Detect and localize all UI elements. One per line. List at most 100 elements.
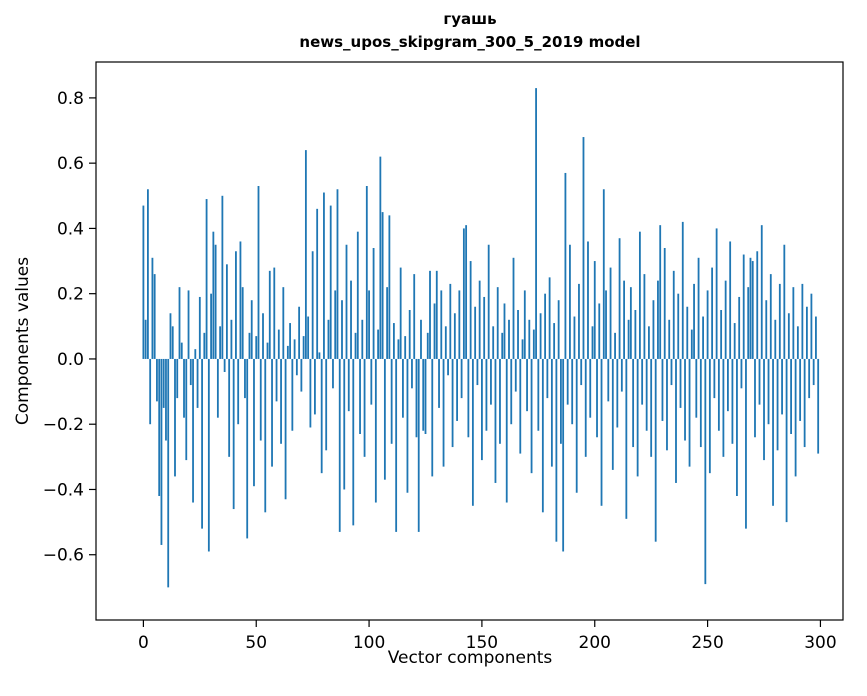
bar [298, 306, 301, 359]
bar [738, 296, 741, 359]
bar [212, 231, 215, 359]
bar [257, 186, 260, 359]
bar [453, 313, 456, 359]
y-tick-label: −0.6 [43, 546, 84, 566]
bar [754, 358, 756, 438]
y-tick-label: 0.0 [57, 350, 84, 370]
bar [273, 267, 276, 359]
bar [713, 358, 716, 399]
bar [742, 254, 745, 359]
bar [429, 270, 431, 359]
y-axis-label: Components values [13, 257, 33, 425]
bar [508, 319, 510, 359]
bar [365, 186, 368, 359]
bar [158, 358, 161, 496]
bar [266, 342, 269, 359]
bar [483, 296, 486, 359]
bar [557, 300, 560, 359]
bar [431, 358, 434, 477]
bar [756, 251, 759, 359]
bar [354, 332, 357, 359]
bar [183, 358, 185, 418]
bar [736, 358, 738, 496]
bar [625, 358, 628, 519]
bar [575, 358, 578, 493]
bar [149, 358, 152, 425]
bar [652, 300, 655, 359]
bar [374, 358, 377, 503]
bar [302, 336, 305, 359]
bar [648, 326, 650, 359]
bar [359, 358, 361, 434]
bar [704, 358, 707, 585]
bar [352, 358, 355, 526]
bar [327, 319, 330, 359]
bar [600, 358, 603, 506]
bar [210, 293, 212, 359]
bar [198, 296, 201, 359]
bar [765, 300, 768, 359]
bar [537, 358, 540, 431]
bar [672, 270, 675, 359]
bar [221, 195, 224, 359]
bar [566, 358, 569, 405]
bar [693, 283, 695, 359]
bar [638, 231, 641, 359]
bar [539, 313, 542, 359]
bar [250, 300, 253, 359]
x-tick-label: 0 [138, 633, 149, 653]
bar [659, 225, 662, 359]
bar [449, 283, 452, 359]
bar [291, 358, 294, 431]
bar [605, 290, 607, 359]
bar [476, 358, 479, 386]
bar [469, 261, 472, 359]
bar [596, 358, 598, 438]
x-tick-label: 50 [245, 633, 267, 653]
bar [593, 261, 596, 359]
bar [763, 358, 765, 461]
bar [350, 280, 352, 359]
bar [323, 192, 325, 359]
bar [555, 358, 558, 542]
bar [187, 290, 190, 359]
bar [808, 358, 811, 399]
bar [535, 88, 537, 359]
bar [280, 358, 282, 444]
y-tick-label: −0.2 [43, 415, 84, 435]
bar [650, 358, 653, 457]
bar [214, 244, 217, 359]
bar [169, 313, 172, 359]
bar [162, 358, 165, 408]
bar [151, 257, 154, 359]
bar [503, 303, 506, 359]
bar [307, 316, 310, 359]
bar [286, 345, 289, 359]
chart-title: гуашь [443, 10, 496, 28]
bar [733, 323, 736, 359]
bar [745, 358, 747, 529]
bar [338, 358, 341, 532]
bar [487, 244, 490, 359]
bar [411, 358, 413, 389]
bar [216, 358, 219, 418]
bar [602, 189, 605, 359]
bar [232, 358, 235, 510]
bar [544, 293, 547, 359]
y-tick-label: 0.2 [57, 285, 84, 305]
bar [688, 358, 691, 467]
bar [368, 290, 370, 359]
bar [203, 332, 206, 359]
bar [474, 306, 477, 359]
bar [196, 358, 199, 408]
bar [706, 290, 709, 359]
bar [776, 358, 779, 451]
bar [589, 358, 592, 418]
bar [311, 251, 314, 359]
bar [259, 358, 262, 441]
bar [668, 319, 671, 359]
bar [379, 156, 382, 359]
bar [465, 225, 468, 359]
bar [201, 358, 203, 529]
